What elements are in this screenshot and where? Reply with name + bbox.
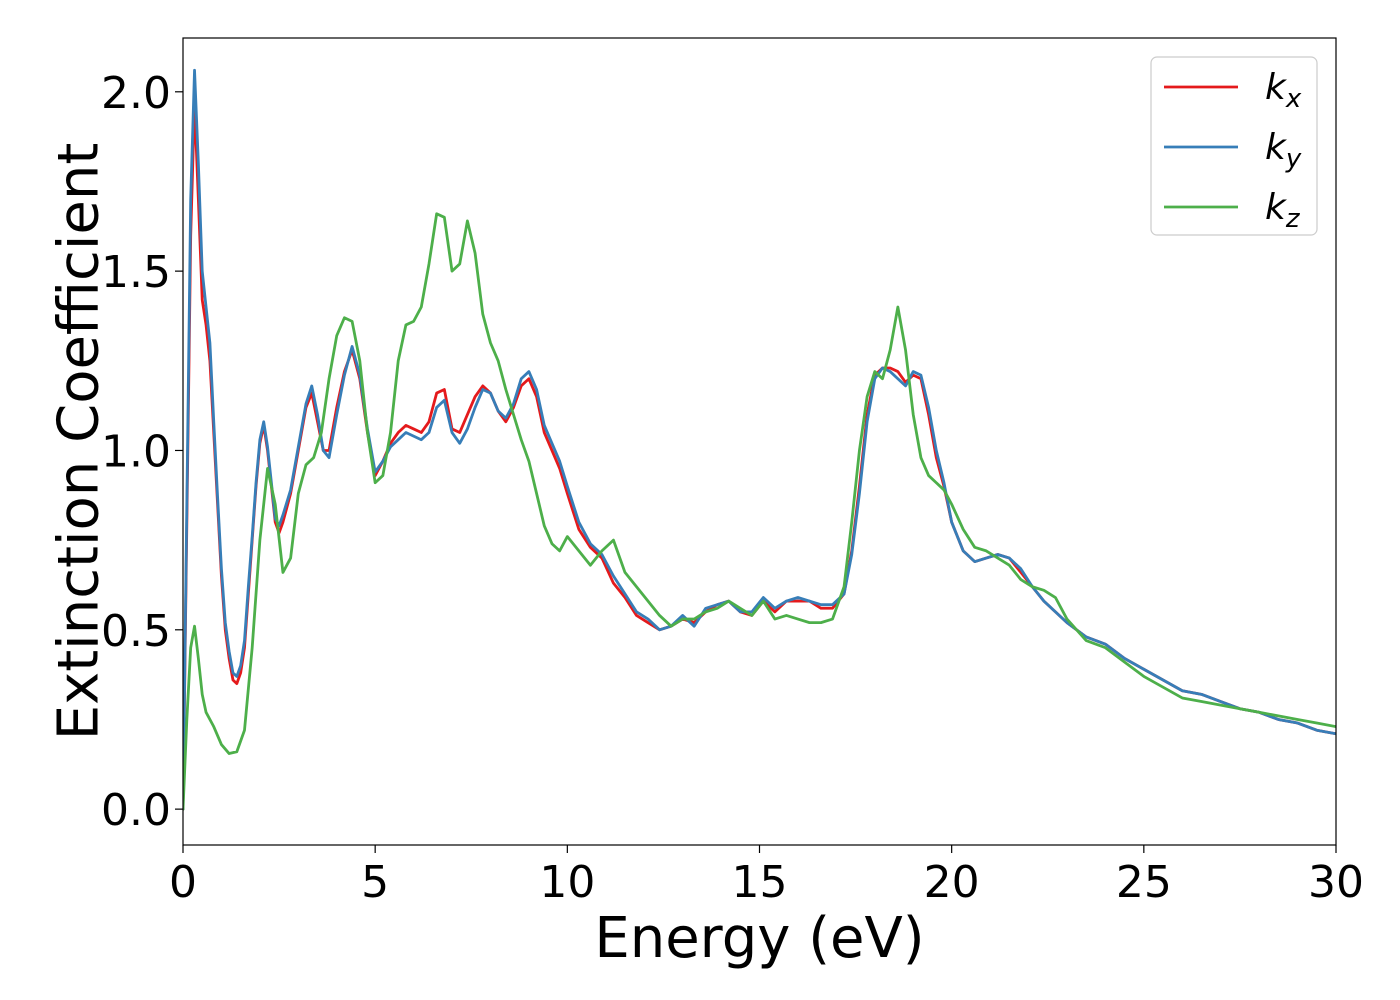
legend: kx ky kz	[1150, 56, 1318, 236]
x-tick-label: 5	[361, 857, 389, 908]
y-axis: 0.0 0.5 1.0 1.5 2.0	[101, 68, 183, 836]
y-tick-label: 0.0	[101, 785, 171, 836]
x-tick-label: 0	[169, 857, 197, 908]
legend-label-kx: kx	[1265, 67, 1302, 114]
x-axis: 0 5 10 15 20 25 30	[169, 845, 1364, 908]
x-tick-label: 10	[539, 857, 595, 908]
x-tick-label: 20	[924, 857, 980, 908]
x-tick-label: 25	[1116, 857, 1172, 908]
series-line-kz	[183, 212, 1336, 811]
x-axis-title: Energy (eV)	[594, 906, 924, 971]
y-axis-title: Extinction Coefficient	[47, 143, 112, 741]
series-line-ky	[183, 68, 1336, 811]
y-tick-label: 1.5	[101, 247, 171, 298]
y-tick-label: 2.0	[101, 68, 171, 119]
legend-label-ky: ky	[1265, 127, 1302, 174]
y-tick-label: 1.0	[101, 426, 171, 477]
legend-label-kz: kz	[1265, 187, 1301, 234]
series-layer	[183, 68, 1336, 811]
x-tick-label: 15	[732, 857, 788, 908]
x-tick-label: 30	[1308, 857, 1364, 908]
y-tick-label: 0.5	[101, 606, 171, 657]
